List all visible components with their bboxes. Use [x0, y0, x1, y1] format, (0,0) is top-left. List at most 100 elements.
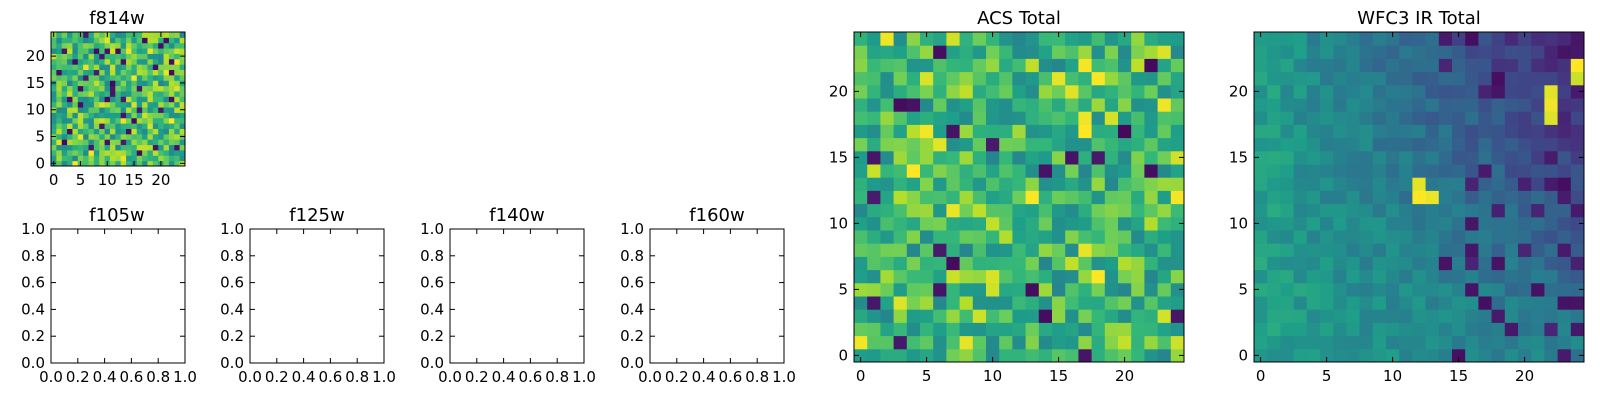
- heatmap-cell: [1557, 203, 1572, 218]
- heatmap-cell: [1144, 203, 1159, 218]
- heatmap-cell: [1386, 282, 1400, 297]
- heatmap-cell: [1412, 32, 1427, 46]
- heatmap-cell: [126, 96, 132, 103]
- heatmap-cell: [867, 84, 881, 99]
- heatmap-cell: [93, 144, 100, 151]
- heatmap-cell: [1386, 137, 1400, 152]
- heatmap-cell: [67, 37, 73, 44]
- heatmap-cell: [854, 230, 868, 244]
- heatmap-cell: [126, 64, 132, 71]
- heatmap-cell: [1038, 269, 1053, 284]
- heatmap-cell: [1372, 348, 1387, 363]
- heatmap-cell: [131, 101, 138, 108]
- heatmap-cell: [906, 190, 921, 205]
- y-tick-label: 0: [838, 346, 848, 364]
- heatmap-cell: [67, 144, 73, 151]
- heatmap-cell: [1557, 45, 1572, 59]
- heatmap-cell: [93, 107, 100, 113]
- heatmap-cell: [158, 58, 165, 65]
- heatmap-cell: [1118, 150, 1132, 165]
- heatmap-cell: [1052, 335, 1066, 350]
- heatmap-cell: [1280, 203, 1295, 218]
- heatmap-cell: [1157, 32, 1172, 46]
- heatmap-cell: [88, 64, 95, 71]
- heatmap-cell: [1478, 322, 1493, 337]
- heatmap-cell: [163, 85, 170, 92]
- heatmap-cell: [88, 160, 95, 167]
- heatmap-cell: [1280, 45, 1295, 59]
- heatmap-cell: [1131, 335, 1145, 350]
- heatmap-cell: [131, 42, 138, 49]
- heatmap-cell: [1346, 282, 1361, 297]
- heatmap-cell: [946, 58, 961, 73]
- heatmap-cell: [1131, 190, 1145, 205]
- heatmap-cell: [1333, 84, 1347, 99]
- heatmap-cell: [1333, 269, 1347, 284]
- heatmap-cell: [906, 111, 921, 125]
- heatmap-cell: [1065, 71, 1079, 86]
- heatmap-cell: [1478, 124, 1493, 139]
- heatmap-cell: [1131, 164, 1145, 178]
- heatmap-cell: [1412, 269, 1427, 284]
- heatmap-cell: [1544, 309, 1559, 323]
- heatmap-cell: [104, 112, 111, 119]
- heatmap-cell: [1254, 111, 1268, 125]
- heatmap-cell: [83, 123, 90, 129]
- heatmap-cell: [1372, 335, 1387, 350]
- heatmap-cell: [126, 155, 132, 162]
- heatmap-cell: [1557, 84, 1572, 99]
- heatmap-cell: [158, 90, 165, 97]
- heatmap-cell: [1452, 58, 1466, 73]
- heatmap-cell: [77, 155, 84, 162]
- heatmap-cell: [88, 144, 95, 151]
- heatmap-cell: [933, 32, 947, 46]
- heatmap-cell: [104, 149, 111, 156]
- heatmap-cell: [1118, 58, 1132, 73]
- heatmap-cell: [933, 216, 947, 231]
- heatmap-cell: [109, 123, 116, 129]
- heatmap-cell: [67, 128, 73, 135]
- heatmap-cell: [986, 98, 1000, 112]
- heatmap-cell: [1399, 150, 1413, 165]
- heatmap-cell: [168, 90, 175, 97]
- heatmap-cell: [999, 269, 1013, 284]
- heatmap-cell: [1104, 243, 1119, 257]
- heatmap-cell: [920, 296, 934, 310]
- heatmap-cell: [56, 37, 63, 44]
- heatmap-cell: [1091, 32, 1106, 46]
- heatmap-cell: [77, 123, 84, 129]
- heatmap-cell: [1012, 32, 1027, 46]
- heatmap-cell: [1372, 124, 1387, 139]
- heatmap-cell: [1104, 98, 1119, 112]
- heatmap-cell: [1104, 111, 1119, 125]
- heatmap-cell: [120, 139, 127, 146]
- x-tick-label: 0.2: [465, 368, 489, 386]
- x-tick-label: 20: [1515, 367, 1534, 385]
- heatmap-cell: [109, 48, 116, 54]
- heatmap-cell: [1104, 348, 1119, 363]
- heatmap-cell: [1504, 71, 1519, 86]
- heatmap-cell: [104, 64, 111, 71]
- heatmap-cell: [1557, 177, 1572, 191]
- heatmap-cell: [1570, 216, 1585, 231]
- heatmap-cell: [56, 117, 63, 124]
- heatmap-cell: [1280, 230, 1295, 244]
- heatmap-cell: [131, 144, 138, 151]
- heatmap-cell: [158, 80, 165, 87]
- heatmap-cell: [115, 112, 122, 119]
- heatmap-cell: [152, 133, 159, 140]
- heatmap-cell: [131, 37, 138, 44]
- heatmap-cell: [920, 243, 934, 257]
- heatmap-cell: [163, 58, 170, 65]
- heatmap-cell: [120, 90, 127, 97]
- heatmap-cell: [1012, 45, 1027, 59]
- heatmap-cell: [51, 149, 57, 156]
- heatmap-cell: [67, 117, 73, 124]
- heatmap-cell: [1320, 164, 1334, 178]
- heatmap-cell: [972, 322, 987, 337]
- heatmap-cell: [972, 190, 987, 205]
- heatmap-cell: [1438, 190, 1453, 205]
- heatmap-cell: [174, 74, 181, 81]
